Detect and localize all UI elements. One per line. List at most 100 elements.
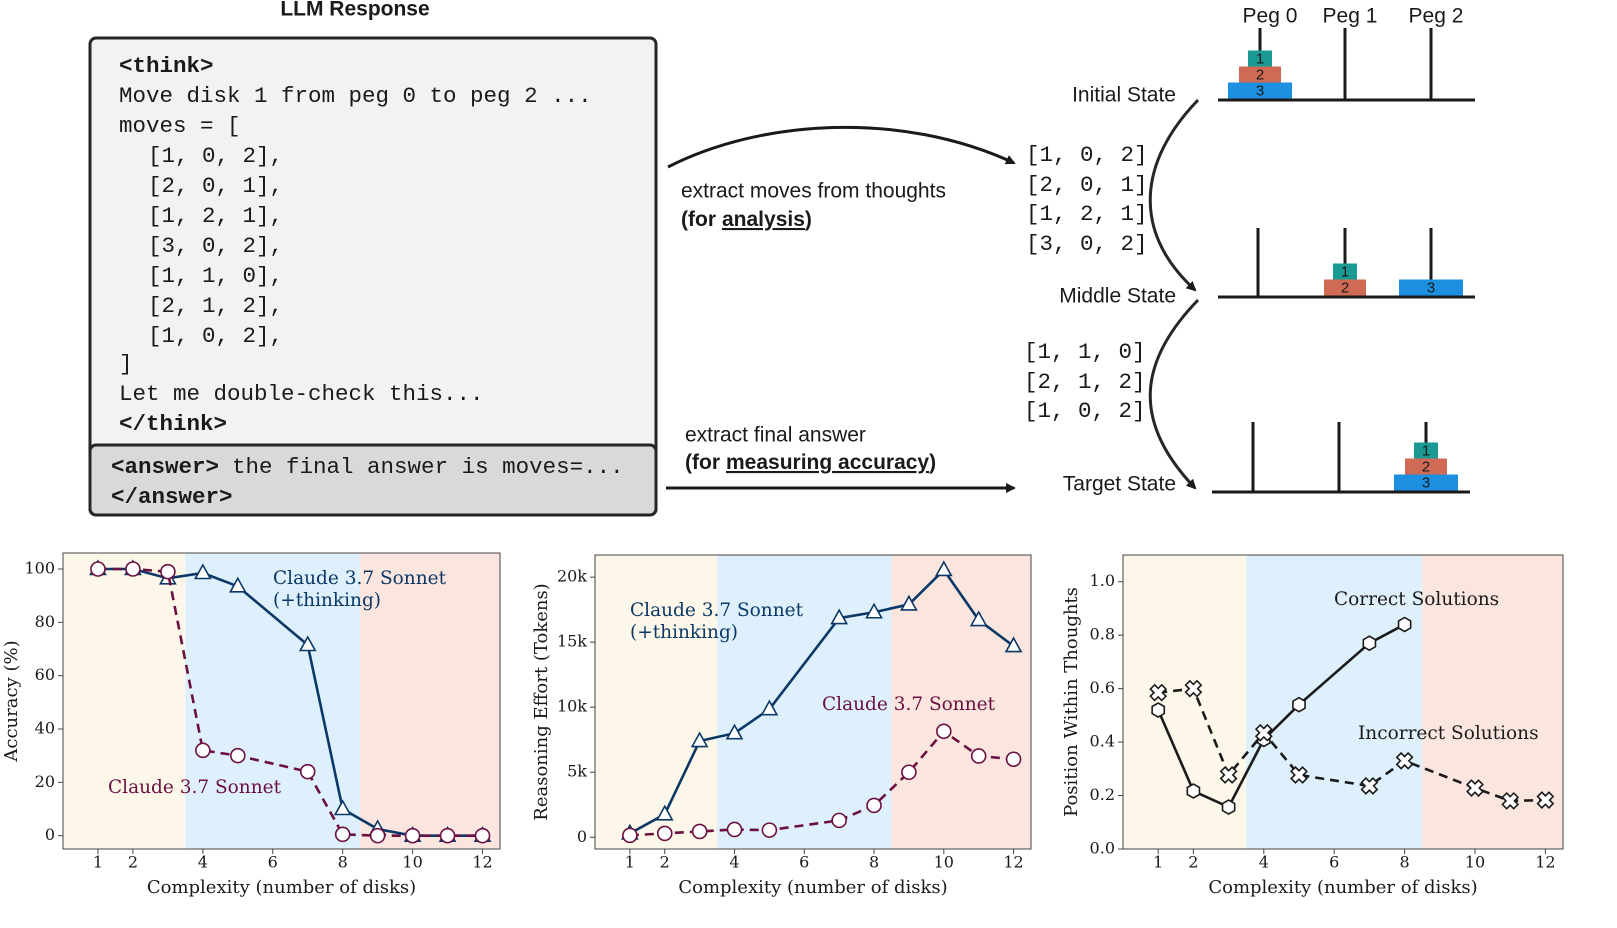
y-tick-label: 0.4 xyxy=(1090,732,1115,751)
x-tick-label: 12 xyxy=(1003,853,1023,872)
answer-text: the final answer is moves=... xyxy=(232,454,624,480)
marker xyxy=(830,608,849,625)
marker xyxy=(900,594,918,611)
y-tick-label: 60 xyxy=(35,665,55,684)
marker xyxy=(655,804,674,821)
marker xyxy=(1151,702,1166,718)
marker xyxy=(299,763,316,780)
marker xyxy=(1004,636,1023,653)
extract-label: extract moves from thoughts xyxy=(681,180,946,203)
disk-label: 3 xyxy=(1422,474,1430,491)
marker xyxy=(901,764,917,781)
y-tick-label: 0.8 xyxy=(1090,625,1115,644)
marker xyxy=(195,742,211,759)
move: [3, 0, 2], xyxy=(148,233,283,259)
moves-open: moves = [ xyxy=(119,113,241,139)
marker xyxy=(1362,635,1377,652)
marker xyxy=(970,748,987,764)
marker xyxy=(193,563,212,580)
x-axis-label: Complexity (number of disks) xyxy=(1208,877,1477,898)
y-tick-label: 1.0 xyxy=(1090,571,1115,590)
extract-arrow xyxy=(667,125,1016,169)
disk-label: 2 xyxy=(1341,279,1349,296)
y-tick-label: 0 xyxy=(45,825,55,844)
marker xyxy=(726,821,743,838)
disk-label: 2 xyxy=(1422,458,1430,475)
plot-frame xyxy=(594,554,1032,850)
region xyxy=(360,553,500,849)
x-tick-label: 1 xyxy=(1153,853,1163,872)
transition-arrow xyxy=(1148,298,1200,490)
extracted-move: [1, 0, 2] xyxy=(1024,398,1146,424)
region xyxy=(595,555,718,849)
marker xyxy=(1149,683,1168,702)
disk xyxy=(1228,82,1292,99)
disk-label: 1 xyxy=(1422,442,1430,459)
note-emphasis: measuring accuracy xyxy=(726,451,929,474)
y-tick-label: 40 xyxy=(35,719,55,738)
x-tick-label: 6 xyxy=(268,853,278,872)
series-label: Claude 3.7 Sonnet xyxy=(108,777,282,798)
marker xyxy=(761,822,778,838)
x-tick-label: 2 xyxy=(1188,853,1198,872)
state-label: Middle State xyxy=(1059,285,1176,308)
y-tick-label: 0 xyxy=(577,827,587,846)
think-close: </think> xyxy=(119,411,227,437)
x-tick-label: 10 xyxy=(934,853,954,872)
marker xyxy=(691,823,708,840)
x-tick-label: 12 xyxy=(1535,853,1555,872)
moves-close: ] xyxy=(119,351,133,377)
think-open: <think> xyxy=(119,53,214,79)
move: [2, 1, 2], xyxy=(148,293,283,319)
marker xyxy=(160,563,176,580)
x-tick-label: 6 xyxy=(1329,853,1339,872)
x-tick-label: 1 xyxy=(625,853,635,872)
move: [1, 2, 1], xyxy=(148,203,283,229)
think-outro: Let me double-check this... xyxy=(119,381,484,407)
move: [1, 1, 0], xyxy=(148,263,283,289)
extracted-move: [1, 0, 2] xyxy=(1026,142,1148,168)
marker xyxy=(90,561,106,577)
x-tick-label: 10 xyxy=(402,853,422,872)
marker xyxy=(1397,616,1412,633)
extracted-move: [2, 0, 1] xyxy=(1026,172,1148,198)
y-tick-label: 15k xyxy=(557,632,587,651)
answer-box xyxy=(88,443,658,517)
marker xyxy=(760,699,779,716)
marker xyxy=(1395,751,1414,770)
peg-label: Peg 2 xyxy=(1409,5,1464,28)
x-tick-label: 8 xyxy=(1400,853,1410,872)
y-tick-label: 20k xyxy=(557,567,587,586)
disk xyxy=(1394,474,1458,491)
state-label: Target State xyxy=(1063,473,1176,496)
answer-line: <answer> the final answer is moves=... xyxy=(111,454,624,480)
marker xyxy=(228,576,247,593)
state-label: Initial State xyxy=(1072,84,1176,107)
x-tick-label: 6 xyxy=(799,853,809,872)
marker xyxy=(865,602,883,619)
panel-title: LLM Response xyxy=(280,0,429,21)
disk-label: 3 xyxy=(1256,82,1264,99)
series-label: Correct Solutions xyxy=(1334,589,1500,610)
disk-label: 2 xyxy=(1256,66,1264,83)
marker xyxy=(404,827,421,844)
marker xyxy=(690,731,709,748)
y-tick-label: 0.0 xyxy=(1090,839,1115,858)
marker xyxy=(1290,766,1308,784)
y-axis-label: Reasoning Effort (Tokens) xyxy=(531,583,552,820)
marker xyxy=(1501,791,1520,810)
marker xyxy=(333,799,352,816)
disk xyxy=(1414,442,1438,459)
answer-extract-note: (for measuring accuracy) xyxy=(685,451,936,474)
disk-label: 1 xyxy=(1341,263,1349,280)
think-intro: Move disk 1 from peg 0 to peg 2 ... xyxy=(119,83,592,109)
marker xyxy=(1536,791,1555,809)
series-label: Claude 3.7 Sonnet (+thinking) xyxy=(273,568,447,611)
extracted-move: [2, 1, 2] xyxy=(1024,369,1146,395)
marker xyxy=(369,827,386,844)
disk-label: 3 xyxy=(1427,279,1435,296)
disk xyxy=(1333,263,1357,280)
marker xyxy=(725,723,744,740)
marker xyxy=(1184,679,1203,698)
